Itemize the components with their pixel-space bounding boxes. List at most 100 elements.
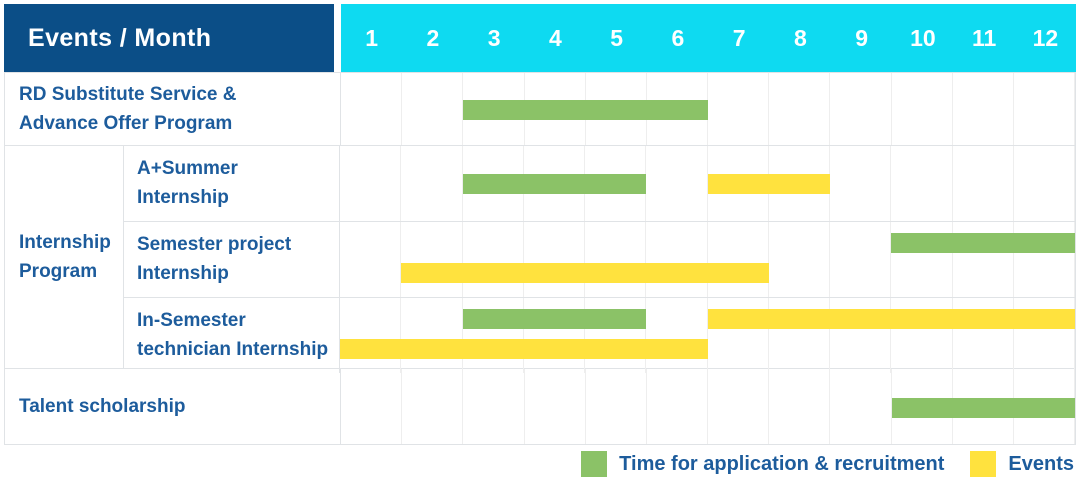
month-header-8: 8 — [793, 24, 807, 51]
month-column-cell — [402, 369, 464, 444]
events-month-header: Events / Month — [4, 4, 334, 72]
month-column-cell — [341, 73, 403, 145]
chart-cell — [340, 146, 1075, 221]
table-row: RD Substitute Service & Advance Offer Pr… — [5, 73, 1076, 146]
month-axis: 1 2 3 4 5 6 7 8 9 10 11 12 — [341, 4, 1076, 72]
gantt-bar-application-m3-m6 — [463, 100, 708, 120]
month-header-11: 11 — [971, 24, 997, 51]
month-column-cell — [340, 221, 402, 297]
month-column-cell — [708, 297, 769, 373]
table-row: Talent scholarship — [5, 369, 1076, 444]
month-column-cell — [401, 297, 463, 373]
month-column-cell — [830, 369, 892, 444]
month-column-cell — [463, 297, 524, 373]
row-label: RD Substitute Service & Advance Offer Pr… — [19, 83, 237, 134]
month-header-10: 10 — [910, 24, 936, 51]
chart-cell — [340, 221, 1075, 297]
table-row: Semester project Internship — [124, 221, 1075, 298]
month-column-cell — [953, 221, 1014, 297]
row-label: A+Summer Internship — [137, 158, 238, 209]
legend: Time for application & recruitment Events — [581, 451, 1074, 477]
table-body: RD Substitute Service & Advance Offer Pr… — [4, 72, 1076, 445]
month-column-cell — [830, 297, 892, 373]
chart-cell — [341, 369, 1076, 444]
gantt-bar-event-m7-m8 — [707, 174, 830, 195]
month-header-12: 12 — [1032, 24, 1059, 51]
month-column-cell — [708, 73, 770, 145]
gantt-bar-event-m7-m12 — [707, 308, 1075, 329]
month-column-cell — [341, 369, 403, 444]
month-column-cell — [524, 221, 585, 297]
month-column-cell — [769, 297, 830, 373]
row-label-cell: In-Semester technician Internship — [124, 297, 340, 373]
month-column-cell — [463, 221, 524, 297]
month-column-cell — [463, 369, 525, 444]
gantt-table: Events / Month 1 2 3 4 5 6 7 8 9 10 11 12 RD Substi… — [4, 4, 1076, 445]
table-row: A+Summer Internship — [124, 146, 1075, 222]
month-column-cell — [647, 369, 709, 444]
month-column-cell — [402, 73, 464, 145]
month-column-cell — [1014, 297, 1075, 373]
gantt-bar-application-m3-m5 — [462, 308, 647, 329]
gantt-bar-event-m2-m7 — [401, 263, 769, 284]
month-header-9: 9 — [855, 24, 869, 51]
month-column-cell — [525, 369, 586, 444]
month-column-cell — [585, 297, 647, 373]
legend-swatch-event — [970, 451, 997, 477]
month-column-cell — [892, 73, 953, 145]
row-label-cell: Talent scholarship — [5, 369, 341, 444]
month-column-cell — [646, 146, 708, 221]
legend-label-event: Events — [1008, 452, 1074, 475]
month-column-cell — [646, 297, 708, 373]
month-header-6: 6 — [671, 24, 685, 51]
month-column-cell — [953, 297, 1014, 373]
month-column-cell — [830, 73, 892, 145]
chart-cell — [340, 297, 1075, 373]
group-cell: Internship Program — [5, 146, 124, 368]
row-label-cell: RD Substitute Service & Advance Offer Pr… — [5, 73, 341, 145]
table-header-row: Events / Month 1 2 3 4 5 6 7 8 9 10 11 12 — [4, 4, 1076, 72]
gantt-bar-application-m10-m12 — [891, 397, 1075, 418]
row-label: Talent scholarship — [19, 395, 186, 417]
month-column-cell — [953, 146, 1014, 221]
month-column-cell — [891, 221, 953, 297]
month-column-cell — [769, 73, 831, 145]
chart-cell — [341, 73, 1076, 145]
row-label-cell: Semester project Internship — [124, 221, 340, 297]
group-label: Internship Program — [19, 231, 111, 282]
gantt-bar-application-m10-m12 — [891, 233, 1075, 254]
month-column-cell — [585, 221, 647, 297]
month-column-cell — [953, 73, 1014, 145]
month-column-cell — [708, 221, 769, 297]
month-column-cell — [646, 221, 708, 297]
gantt-bar-application-m3-m5 — [462, 174, 647, 195]
month-column-cell — [830, 146, 892, 221]
row-label: Semester project Internship — [137, 233, 292, 285]
table-row-group: Internship Program A+Summer Internship Sem… — [5, 146, 1075, 373]
month-column-cell — [891, 146, 953, 221]
month-header-3: 3 — [487, 24, 501, 51]
month-column-cell — [1014, 73, 1076, 145]
legend-item-event: Events — [970, 451, 1074, 477]
month-column-cell — [1014, 146, 1075, 221]
month-column-cell — [708, 369, 770, 444]
month-column-cell — [830, 221, 892, 297]
month-column-cell — [586, 369, 647, 444]
table-row: In-Semester technician Internship — [124, 297, 1075, 373]
month-header-2: 2 — [426, 24, 440, 51]
legend-label-application: Time for application & recruitment — [619, 452, 945, 475]
row-label: In-Semester technician Internship — [137, 309, 329, 361]
gantt-bar-event-m1-m6 — [340, 338, 708, 359]
month-column-cell — [891, 297, 953, 373]
month-column-cell — [769, 369, 831, 444]
month-column-cell — [340, 297, 402, 373]
month-column-cell — [524, 297, 585, 373]
group-block: Internship Program A+Summer Internship Sem… — [5, 146, 1075, 373]
month-column-cell — [401, 146, 463, 221]
month-column-cell — [340, 146, 402, 221]
month-column-cell — [1014, 221, 1075, 297]
month-header-7: 7 — [732, 24, 746, 51]
row-label-cell: A+Summer Internship — [124, 146, 340, 221]
subrows: A+Summer Internship Semester project Inte… — [124, 146, 1075, 373]
legend-swatch-application — [581, 451, 608, 477]
